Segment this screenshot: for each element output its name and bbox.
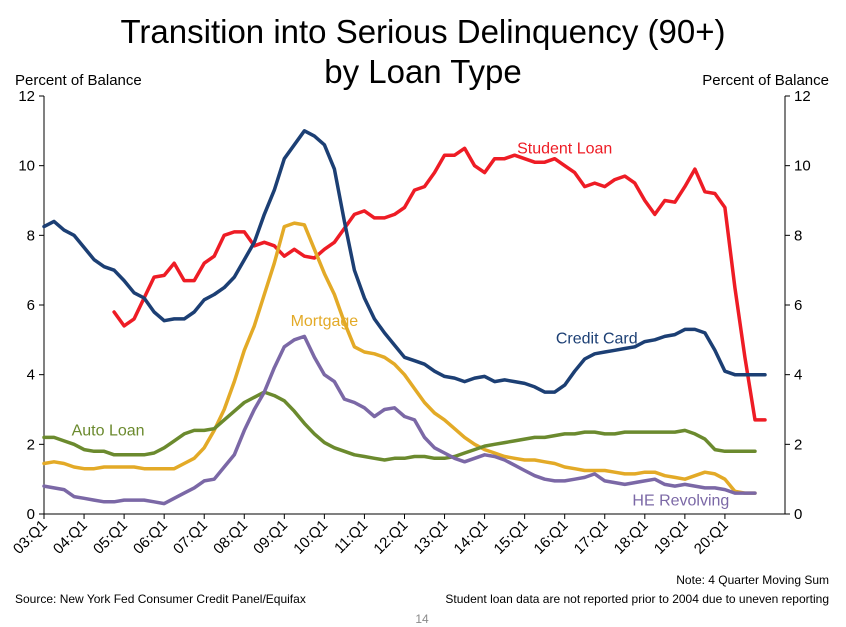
chart-title-line-1: Transition into Serious Delinquency (90+… — [120, 13, 725, 50]
y-axis-right-title: Percent of Balance — [702, 72, 829, 89]
x-tick-label: 11:Q1 — [331, 517, 371, 557]
x-tick-label: 07:Q1 — [170, 517, 211, 558]
x-tick-label: 19:Q1 — [651, 517, 692, 558]
x-tick-label: 16:Q1 — [531, 517, 572, 558]
series-label-mortgage: Mortgage — [291, 313, 359, 330]
y-tick-label-right: 4 — [794, 367, 802, 384]
page-number: 14 — [415, 612, 429, 626]
x-tick-label: 08:Q1 — [210, 517, 251, 558]
student-loan-note: Student loan data are not reported prior… — [445, 592, 829, 606]
x-tick-label: 06:Q1 — [130, 517, 171, 558]
y-tick-label-right: 0 — [794, 506, 802, 523]
y-tick-label-left: 0 — [27, 506, 35, 523]
series-line-credit-card — [42, 129, 767, 394]
series-line-mortgage — [42, 221, 757, 495]
note: Note: 4 Quarter Moving Sum — [676, 573, 829, 587]
x-tick-label: 10:Q1 — [290, 517, 331, 558]
x-tick-label: 12:Q1 — [370, 517, 411, 558]
y-tick-label-left: 10 — [18, 158, 35, 175]
y-axis-left-title: Percent of Balance — [15, 72, 142, 89]
series-line-he-revolving — [42, 334, 757, 506]
chart-title-line-2: by Loan Type — [324, 53, 522, 90]
series-line-auto-loan — [42, 390, 757, 462]
series-label-he-revolving: HE Revolving — [632, 492, 729, 509]
y-tick-label-right: 12 — [794, 88, 811, 105]
series-line-student-loan — [112, 146, 767, 422]
x-tick-label: 05:Q1 — [90, 517, 131, 558]
x-tick-label: 17:Q1 — [571, 517, 612, 558]
x-tick-label: 04:Q1 — [50, 517, 91, 558]
x-tick-label: 20:Q1 — [691, 517, 732, 558]
y-tick-label-left: 6 — [27, 297, 35, 314]
x-tick-label: 14:Q1 — [450, 517, 491, 558]
y-axis-left-ticks: 0 2 4 6 8 10 12 — [18, 88, 44, 523]
series-label-auto-loan: Auto Loan — [72, 423, 145, 440]
y-tick-label-left: 2 — [27, 436, 35, 453]
source: Source: New York Fed Consumer Credit Pan… — [15, 592, 306, 606]
x-tick-label: 18:Q1 — [611, 517, 652, 558]
y-tick-label-left: 8 — [27, 227, 35, 244]
x-tick-label: 13:Q1 — [410, 517, 451, 558]
x-axis-ticks: 03:Q1 04:Q1 05:Q1 06:Q1 07:Q1 08:Q1 09:Q1 10:Q1… — [10, 514, 732, 558]
series-label-student-loan: Student Loan — [517, 140, 612, 157]
y-tick-label-right: 8 — [794, 227, 802, 244]
x-tick-label: 15:Q1 — [491, 517, 532, 558]
series-lines — [42, 129, 767, 506]
y-tick-label-left: 12 — [18, 88, 35, 105]
y-tick-label-left: 4 — [27, 367, 35, 384]
series-label-credit-card: Credit Card — [556, 330, 638, 347]
y-tick-label-right: 10 — [794, 158, 811, 175]
x-tick-label: 09:Q1 — [250, 517, 291, 558]
y-axis-right-ticks: 0 2 4 6 8 10 12 — [785, 88, 811, 523]
series-labels: Student Loan Credit Card Mortgage Auto Loan… — [72, 140, 730, 509]
y-tick-label-right: 6 — [794, 297, 802, 314]
y-tick-label-right: 2 — [794, 436, 802, 453]
